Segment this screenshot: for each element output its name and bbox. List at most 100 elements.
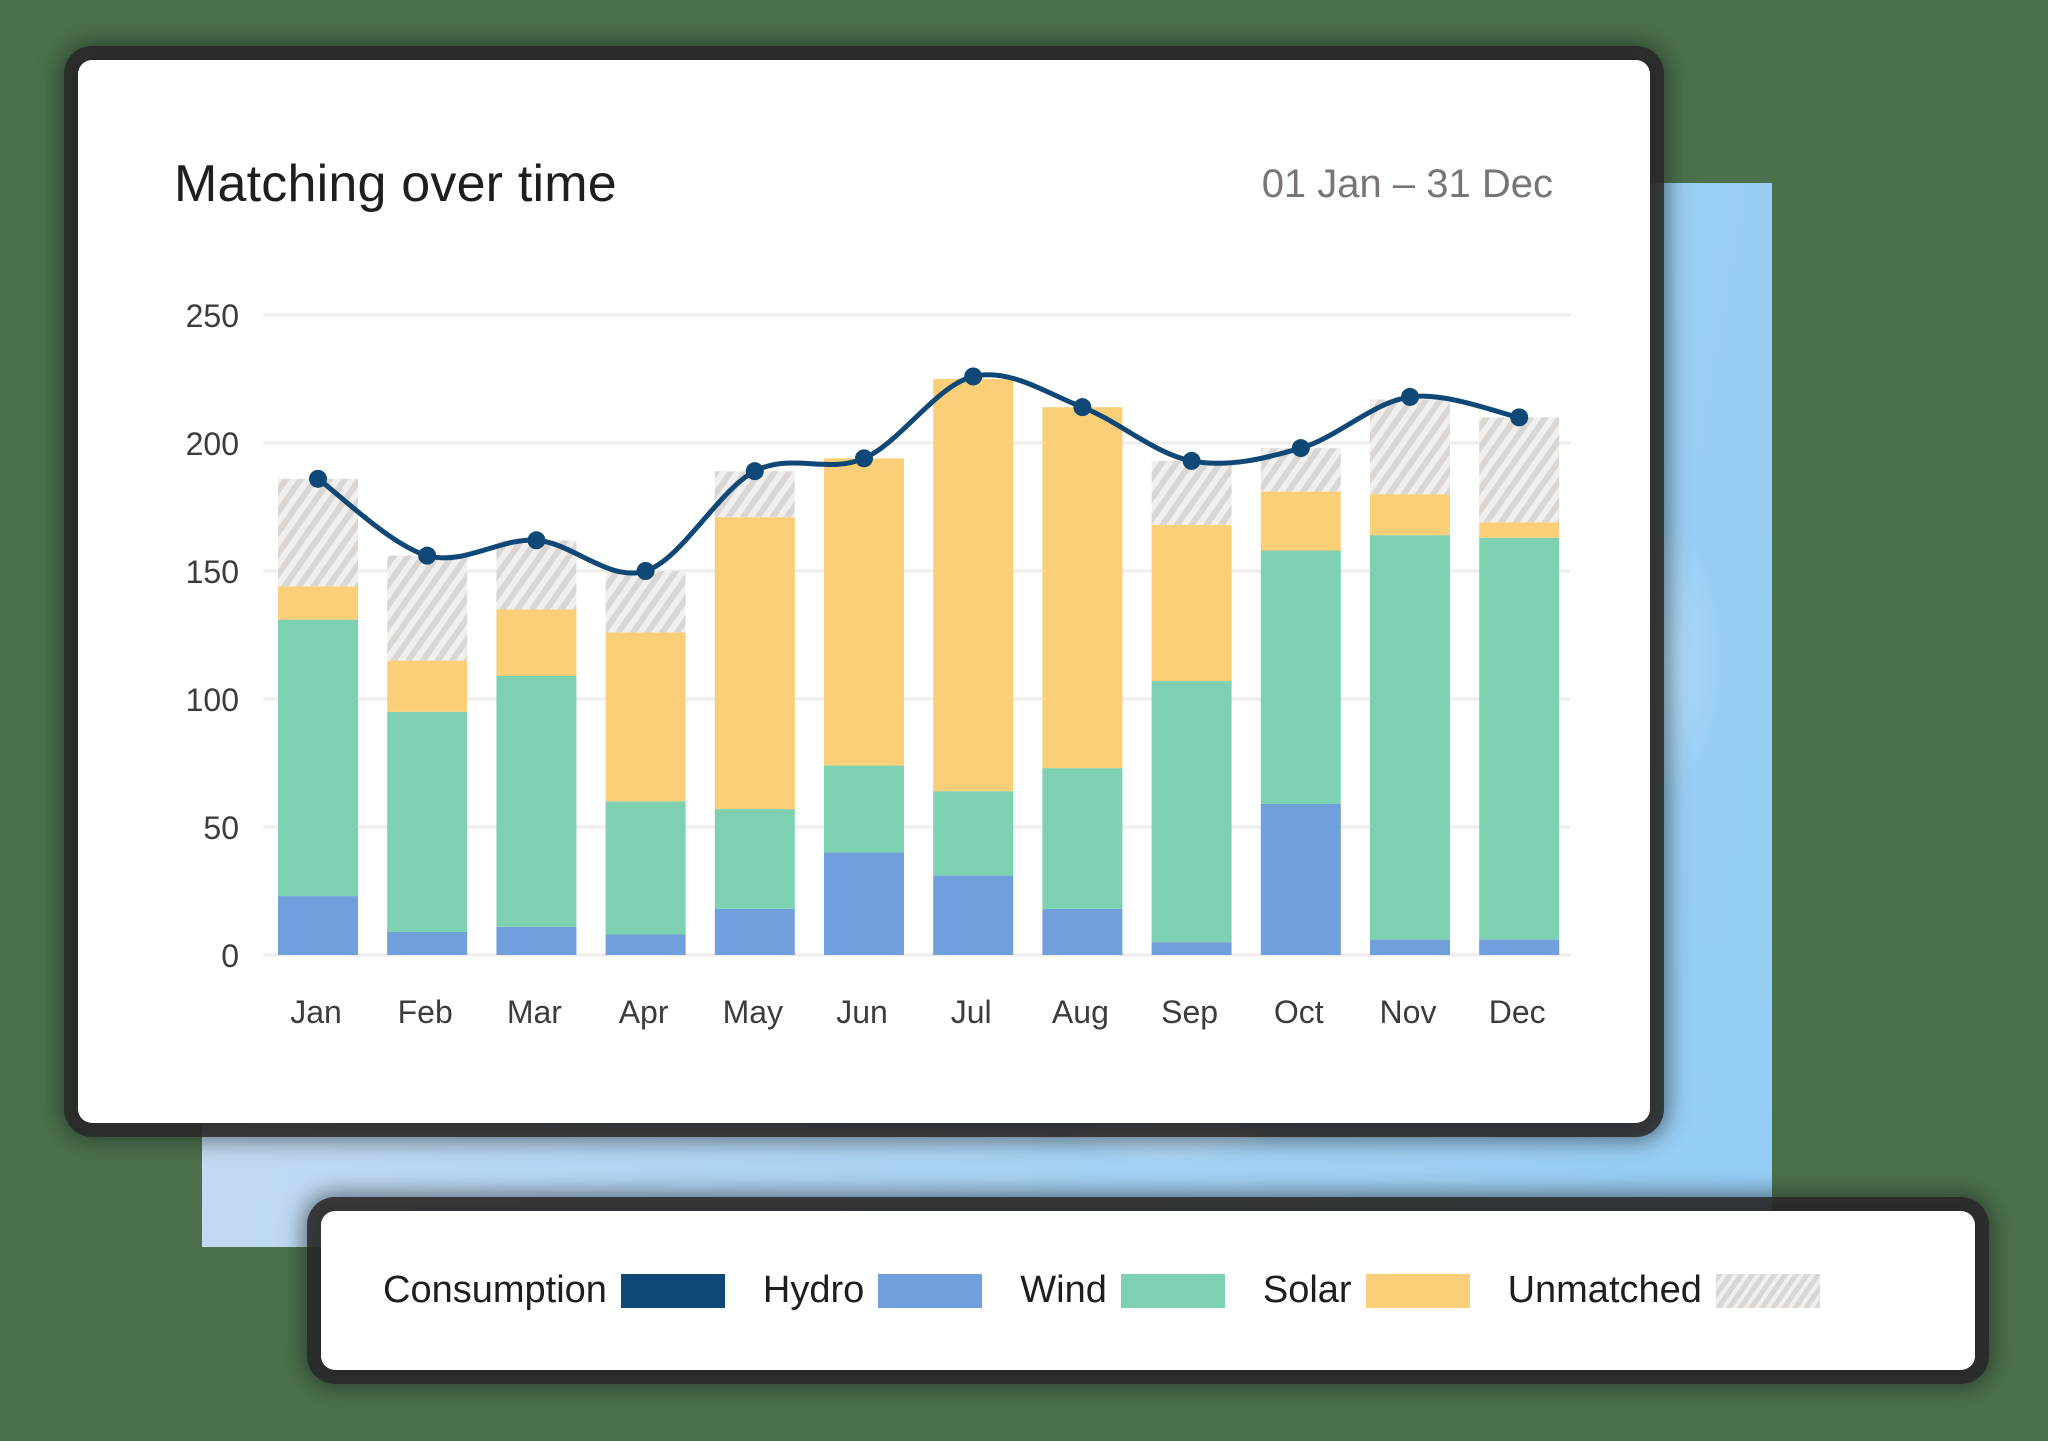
x-tick-label: Jul — [951, 994, 992, 1030]
stacked-bar-chart: 0 50 100 150 200 250 Jan Feb Mar Apr May Jun Jul Aug… — [186, 298, 1570, 1030]
bar-segment-solar[interactable] — [1479, 522, 1560, 538]
legend: Consumption Hydro Wind Solar Unmatched — [321, 1211, 1975, 1370]
x-tick-label: Oct — [1274, 994, 1324, 1030]
legend-item-wind[interactable]: Wind — [1020, 1269, 1225, 1312]
bar-segment-unmatched[interactable] — [605, 571, 686, 633]
bar-segment-hydro[interactable] — [933, 875, 1014, 955]
legend-swatch-wind — [1120, 1273, 1225, 1308]
bar-segment-hydro[interactable] — [824, 852, 904, 955]
x-tick-label: Dec — [1489, 994, 1546, 1030]
consumption-point-nov[interactable] — [1401, 387, 1419, 406]
bar-segment-wind[interactable] — [1042, 768, 1123, 909]
consumption-line — [309, 367, 1529, 580]
legend-item-hydro[interactable]: Hydro — [762, 1269, 983, 1312]
bar-segment-wind[interactable] — [824, 765, 904, 853]
bar-segment-wind[interactable] — [1370, 535, 1450, 940]
legend-item-unmatched[interactable]: Unmatched — [1508, 1269, 1820, 1312]
legend-card: Consumption Hydro Wind Solar Unmatched — [321, 1211, 1975, 1370]
bar-sep[interactable] — [1151, 460, 1232, 955]
bar-segment-wind[interactable] — [1151, 681, 1232, 943]
bar-segment-solar[interactable] — [496, 609, 577, 676]
bar-oct[interactable] — [1260, 448, 1341, 955]
bar-segment-wind[interactable] — [605, 801, 686, 935]
bar-segment-hydro[interactable] — [496, 926, 577, 955]
x-tick-label: Jun — [836, 994, 888, 1030]
bar-jan[interactable] — [278, 478, 358, 955]
legend-item-consumption[interactable]: Consumption — [383, 1269, 725, 1312]
consumption-point-dec[interactable] — [1510, 408, 1529, 427]
bar-apr[interactable] — [605, 571, 686, 955]
y-tick-label: 200 — [186, 426, 239, 462]
bar-jun[interactable] — [824, 458, 904, 955]
x-tick-label: Aug — [1052, 994, 1109, 1030]
bar-segment-hydro[interactable] — [387, 931, 468, 955]
bar-segment-wind[interactable] — [387, 711, 468, 932]
bar-segment-wind[interactable] — [933, 791, 1014, 876]
chart-title: Matching over time — [174, 155, 617, 213]
bar-segment-wind[interactable] — [1479, 537, 1560, 940]
legend-label: Consumption — [383, 1269, 607, 1311]
bar-segment-hydro[interactable] — [1042, 908, 1123, 955]
bar-segment-hydro[interactable] — [1479, 939, 1560, 955]
bar-segment-wind[interactable] — [496, 675, 577, 927]
bar-segment-hydro[interactable] — [278, 896, 358, 955]
bar-segment-solar[interactable] — [387, 660, 468, 712]
bar-nov[interactable] — [1370, 399, 1450, 955]
bar-dec[interactable] — [1479, 417, 1560, 955]
legend-label: Hydro — [762, 1269, 865, 1311]
bar-segment-solar[interactable] — [1260, 491, 1341, 551]
y-tick-label: 100 — [186, 682, 239, 718]
consumption-point-may[interactable] — [745, 462, 764, 481]
y-tick-label: 150 — [186, 554, 239, 590]
bar-jul[interactable] — [933, 379, 1014, 955]
consumption-point-jul[interactable] — [964, 367, 983, 386]
x-axis: Jan Feb Mar Apr May Jun Jul Aug Sep Oct Nov Dec — [290, 994, 1545, 1030]
bar-segment-solar[interactable] — [278, 586, 358, 620]
bar-segment-wind[interactable] — [278, 619, 358, 897]
consumption-point-aug[interactable] — [1073, 398, 1092, 417]
consumption-point-mar[interactable] — [527, 531, 546, 550]
bar-feb[interactable] — [387, 555, 468, 955]
bar-segment-hydro[interactable] — [605, 934, 686, 955]
bar-segment-solar[interactable] — [933, 379, 1014, 792]
legend-swatch-solar — [1365, 1273, 1470, 1308]
gridlines — [263, 313, 1570, 957]
consumption-point-feb[interactable] — [418, 546, 437, 565]
bar-segment-solar[interactable] — [824, 458, 904, 766]
consumption-point-sep[interactable] — [1182, 451, 1201, 470]
bar-segment-solar[interactable] — [1042, 407, 1123, 769]
x-tick-label: Nov — [1380, 994, 1437, 1030]
bar-segment-unmatched[interactable] — [1151, 460, 1232, 525]
consumption-point-jan[interactable] — [309, 469, 327, 488]
consumption-point-apr[interactable] — [636, 562, 655, 580]
bar-segment-hydro[interactable] — [714, 908, 795, 955]
bar-segment-unmatched[interactable] — [1370, 399, 1450, 495]
y-tick-label: 50 — [203, 810, 239, 846]
chart-card: Matching over time 01 Jan – 31 Dec 0 50 10… — [78, 60, 1650, 1123]
bars — [278, 379, 1560, 955]
legend-swatch-consumption — [620, 1273, 725, 1308]
bar-segment-unmatched[interactable] — [278, 478, 358, 587]
y-axis: 0 50 100 150 200 250 — [186, 298, 239, 974]
bar-mar[interactable] — [496, 540, 577, 955]
bar-segment-hydro[interactable] — [1151, 942, 1232, 955]
bar-may[interactable] — [714, 471, 795, 955]
bar-segment-unmatched[interactable] — [496, 540, 577, 610]
bar-segment-solar[interactable] — [1370, 494, 1450, 536]
bar-segment-solar[interactable] — [605, 632, 686, 802]
bar-segment-solar[interactable] — [714, 517, 795, 810]
bar-segment-unmatched[interactable] — [387, 555, 468, 661]
bar-segment-solar[interactable] — [1151, 524, 1232, 682]
bar-segment-wind[interactable] — [1260, 550, 1341, 804]
legend-item-solar[interactable]: Solar — [1263, 1269, 1470, 1312]
bar-segment-wind[interactable] — [714, 809, 795, 909]
bar-aug[interactable] — [1042, 407, 1123, 955]
bar-segment-hydro[interactable] — [1260, 803, 1341, 955]
consumption-point-oct[interactable] — [1291, 439, 1310, 458]
x-tick-label: Jan — [290, 994, 342, 1030]
y-tick-label: 250 — [186, 298, 239, 334]
bar-segment-unmatched[interactable] — [1479, 417, 1560, 523]
consumption-point-jun[interactable] — [855, 449, 873, 468]
x-tick-label: Apr — [619, 994, 669, 1030]
bar-segment-hydro[interactable] — [1370, 939, 1450, 955]
